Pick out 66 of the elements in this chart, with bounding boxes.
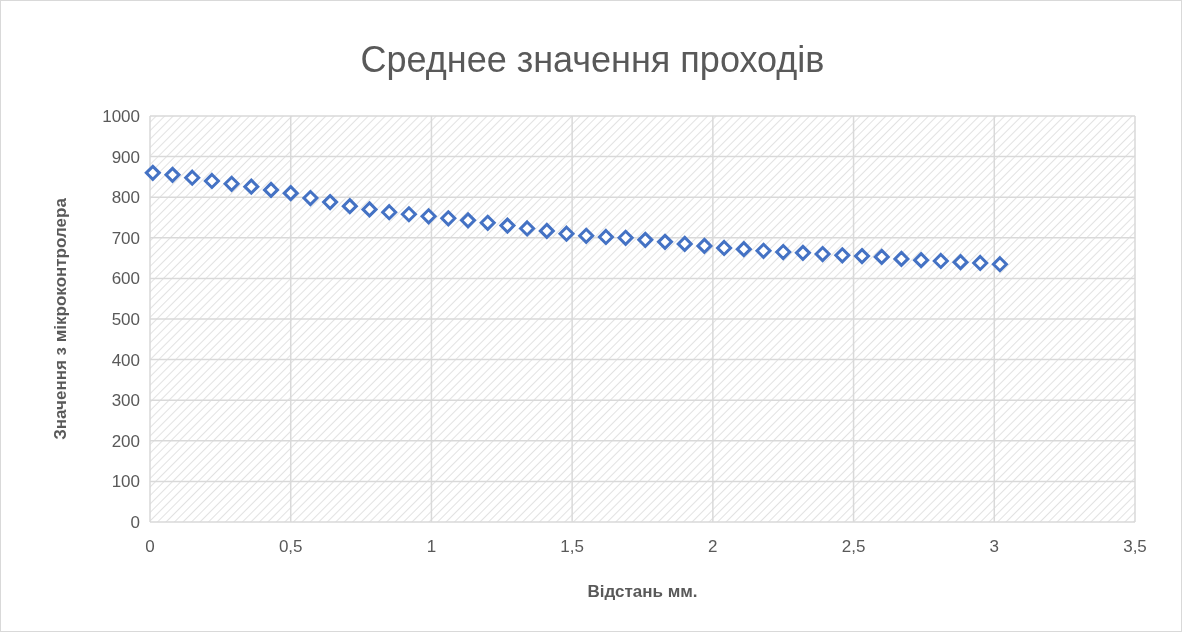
point <box>893 250 910 267</box>
point <box>991 256 1008 273</box>
y-tick-label: 100 <box>111 472 140 492</box>
point <box>657 233 674 250</box>
y-tick-label: 700 <box>111 228 140 248</box>
point <box>479 214 496 231</box>
point <box>873 248 890 265</box>
x-tick-label: 0,5 <box>278 537 303 556</box>
point <box>499 217 516 234</box>
point <box>834 247 851 264</box>
y-tick-label: 600 <box>111 269 140 289</box>
y-tick-label: 300 <box>111 391 140 411</box>
x-tick-label: 0 <box>145 537 155 556</box>
point <box>361 201 378 218</box>
x-tick-label: 1,5 <box>560 537 584 556</box>
point <box>972 254 989 271</box>
point <box>144 164 161 181</box>
y-tick-label: 400 <box>111 350 140 370</box>
x-tick-label: 2 <box>708 537 718 556</box>
x-tick-label: 1 <box>426 537 437 556</box>
point <box>282 185 299 202</box>
y-tick-label: 200 <box>111 431 140 451</box>
point <box>223 175 240 192</box>
point <box>696 237 713 254</box>
y-tick-label: 1000 <box>102 106 140 126</box>
x-tick-label: 2,5 <box>841 537 866 556</box>
point <box>597 228 614 245</box>
point <box>400 206 417 223</box>
y-tick-label: 900 <box>111 147 140 167</box>
x-axis-title: Відстань мм. <box>587 582 698 601</box>
point <box>794 244 811 261</box>
point <box>263 181 280 198</box>
point <box>735 241 752 258</box>
point <box>302 190 319 207</box>
point <box>676 235 693 252</box>
point <box>440 210 457 227</box>
point <box>913 252 930 269</box>
y-tick-label: 0 <box>130 512 140 532</box>
point <box>775 244 792 261</box>
x-tick-label: 3 <box>989 537 1000 556</box>
point <box>578 227 595 244</box>
point <box>538 222 555 239</box>
point <box>558 225 575 242</box>
point <box>460 212 477 229</box>
point <box>341 198 358 215</box>
point <box>381 204 398 221</box>
y-axis-title: Значення з мікроконтролера <box>51 197 70 440</box>
y-tick-label: 800 <box>111 188 140 208</box>
point <box>617 229 634 246</box>
y-tick-label: 500 <box>111 309 140 329</box>
point <box>637 231 654 248</box>
point <box>755 242 772 259</box>
point <box>203 172 220 189</box>
point <box>243 178 260 195</box>
point <box>854 248 871 265</box>
point <box>184 169 201 186</box>
chart-title: Среднее значення проходів <box>360 39 825 80</box>
point <box>322 194 339 211</box>
x-tick-label: 3,5 <box>1123 537 1147 556</box>
point <box>519 220 536 237</box>
point <box>952 254 969 271</box>
point <box>716 239 733 256</box>
point <box>814 246 831 263</box>
point <box>932 252 949 269</box>
point <box>164 166 181 183</box>
point <box>420 208 437 225</box>
